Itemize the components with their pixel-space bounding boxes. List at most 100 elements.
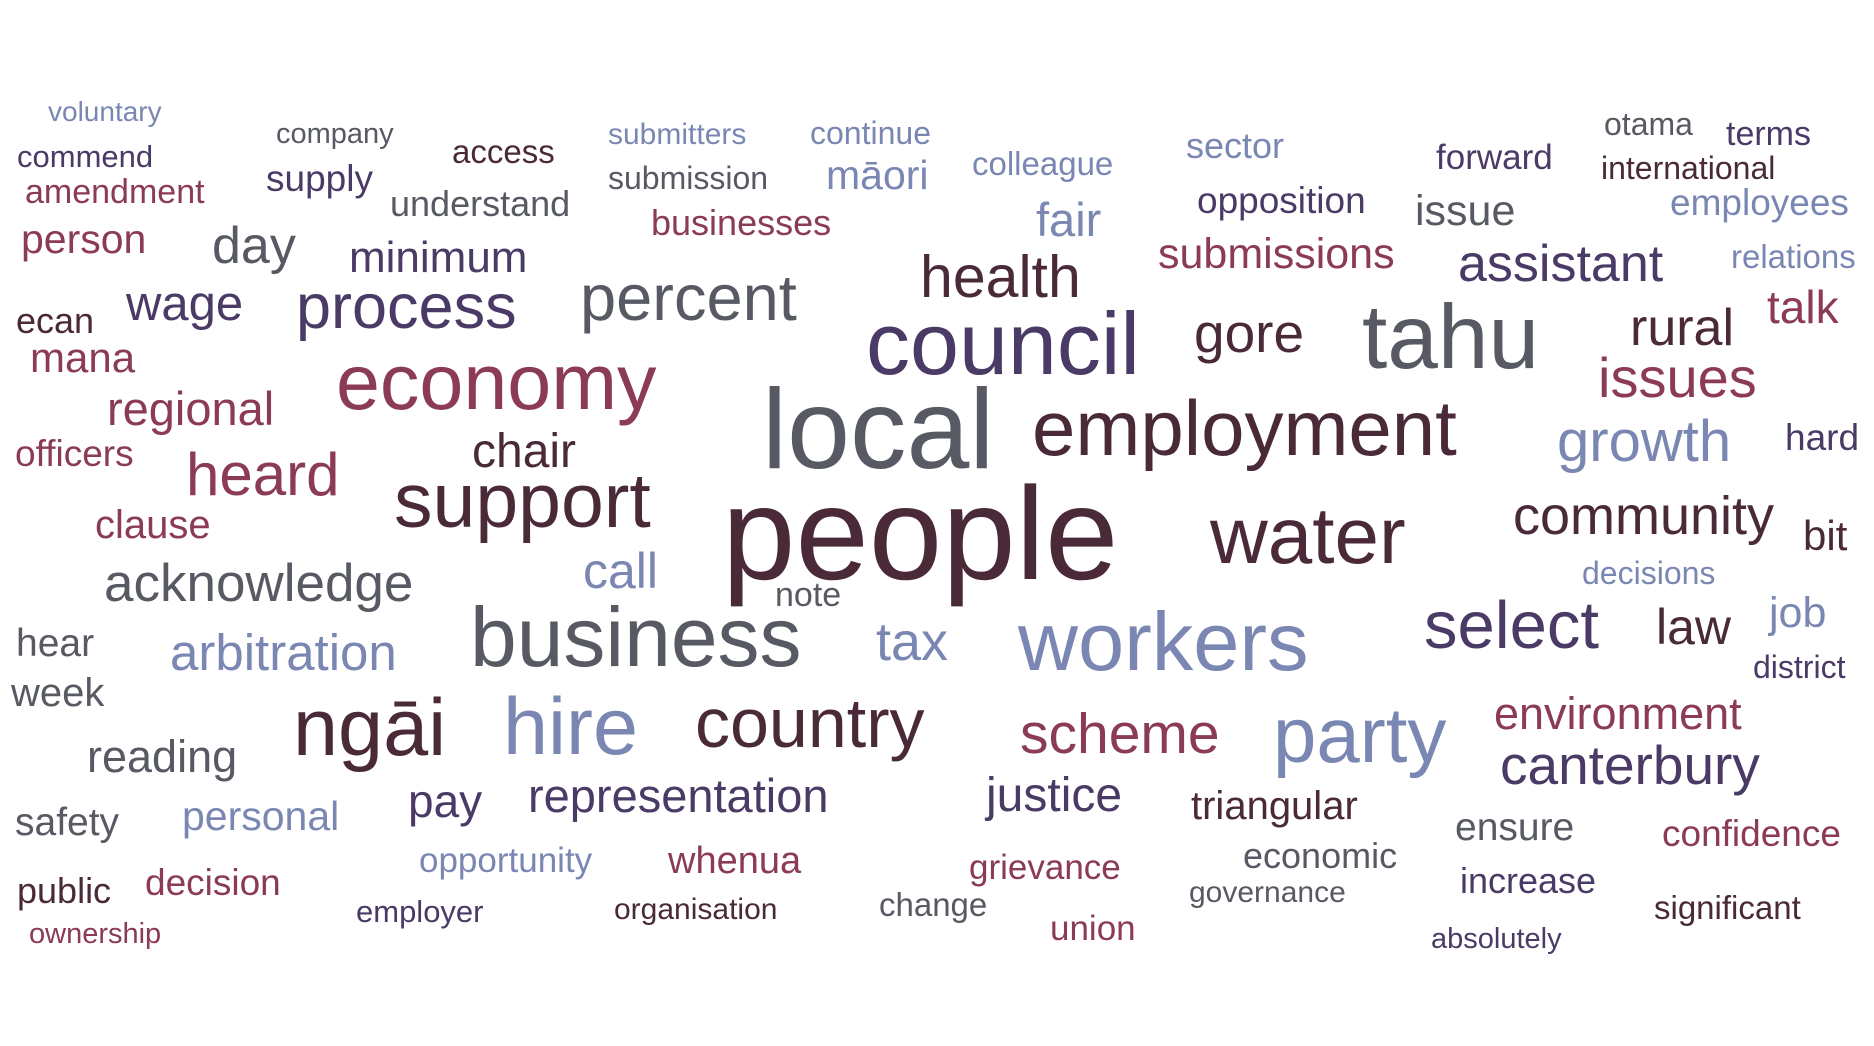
word: increase xyxy=(1460,860,1597,901)
word: growth xyxy=(1557,409,1732,474)
word: opposition xyxy=(1197,180,1366,221)
word: regional xyxy=(107,382,275,435)
word: significant xyxy=(1654,889,1801,926)
word: rural xyxy=(1630,299,1735,357)
word: ensure xyxy=(1455,806,1575,849)
word: submissions xyxy=(1158,230,1395,278)
word: employer xyxy=(356,894,484,929)
word: understand xyxy=(390,183,571,224)
word: job xyxy=(1769,589,1827,637)
word: district xyxy=(1753,649,1846,685)
word: issues xyxy=(1598,346,1757,409)
word: workers xyxy=(1018,595,1309,688)
word: mana xyxy=(30,334,136,381)
word: officers xyxy=(15,433,134,474)
word: decision xyxy=(145,862,281,903)
word: absolutely xyxy=(1431,923,1562,955)
word: commend xyxy=(17,139,154,174)
word: ownership xyxy=(29,918,162,950)
word: terms xyxy=(1726,115,1811,153)
word: triangular xyxy=(1191,784,1358,828)
word: percent xyxy=(580,261,797,334)
word: supply xyxy=(266,158,373,199)
word: submission xyxy=(608,160,769,196)
word: gore xyxy=(1194,302,1305,364)
word: confidence xyxy=(1662,813,1841,854)
word: decisions xyxy=(1582,555,1716,591)
word: party xyxy=(1273,691,1447,779)
word: wage xyxy=(126,277,244,331)
word: reading xyxy=(87,731,238,782)
word: person xyxy=(21,216,147,262)
word: economy xyxy=(336,337,657,426)
word: hire xyxy=(503,682,639,772)
word: businesses xyxy=(651,202,832,243)
word: submitters xyxy=(608,118,747,151)
word: tahu xyxy=(1362,287,1540,388)
word: otama xyxy=(1604,106,1693,142)
word: day xyxy=(212,217,296,275)
word: safety xyxy=(15,801,120,844)
word: company xyxy=(276,118,394,150)
word: assistant xyxy=(1458,235,1664,293)
word: local xyxy=(762,366,995,492)
word: community xyxy=(1513,486,1775,546)
word: issue xyxy=(1415,187,1516,235)
word: personal xyxy=(182,793,340,839)
word: union xyxy=(1050,909,1136,948)
word: public xyxy=(17,870,112,911)
word: note xyxy=(775,576,842,614)
word: governance xyxy=(1189,876,1346,909)
word: support xyxy=(394,458,651,544)
word: call xyxy=(583,543,659,599)
word: talk xyxy=(1767,281,1839,333)
word: amendment xyxy=(25,173,205,211)
word: ngāi xyxy=(293,683,447,773)
word: representation xyxy=(528,769,829,822)
word: acknowledge xyxy=(104,554,414,613)
word: country xyxy=(695,684,925,762)
word: voluntary xyxy=(48,96,162,127)
word: scheme xyxy=(1020,702,1220,766)
word: economic xyxy=(1243,835,1398,876)
word: colleague xyxy=(972,145,1114,182)
word: ecan xyxy=(16,300,95,341)
word: organisation xyxy=(614,893,778,926)
word: māori xyxy=(826,152,929,198)
word: week xyxy=(11,671,105,715)
word: law xyxy=(1656,599,1732,655)
word: select xyxy=(1424,588,1600,663)
word: chair xyxy=(472,425,577,478)
word: grievance xyxy=(969,848,1121,887)
word: arbitration xyxy=(170,624,397,681)
word: employment xyxy=(1032,384,1457,472)
word: access xyxy=(452,133,555,170)
word: relations xyxy=(1731,238,1856,275)
word: whenua xyxy=(668,840,802,882)
word: people xyxy=(722,460,1119,607)
word: canterbury xyxy=(1500,734,1760,796)
word: continue xyxy=(810,115,931,151)
word: minimum xyxy=(349,233,528,282)
word: fair xyxy=(1036,193,1102,246)
word: employees xyxy=(1670,182,1849,223)
word: bit xyxy=(1803,512,1848,559)
word: water xyxy=(1210,491,1406,580)
word: heard xyxy=(186,441,340,508)
word: process xyxy=(296,272,517,342)
word: hear xyxy=(16,622,95,665)
word: environment xyxy=(1494,688,1742,739)
word: business xyxy=(470,590,802,684)
word: opportunity xyxy=(419,841,593,880)
word: justice xyxy=(986,769,1123,822)
word: hard xyxy=(1785,417,1860,458)
word: forward xyxy=(1436,138,1553,177)
word: clause xyxy=(95,503,211,547)
word: pay xyxy=(408,775,483,827)
word: council xyxy=(866,294,1140,393)
word: international xyxy=(1601,150,1776,186)
word: tax xyxy=(876,612,949,672)
word: sector xyxy=(1186,125,1285,166)
word: change xyxy=(879,886,988,923)
